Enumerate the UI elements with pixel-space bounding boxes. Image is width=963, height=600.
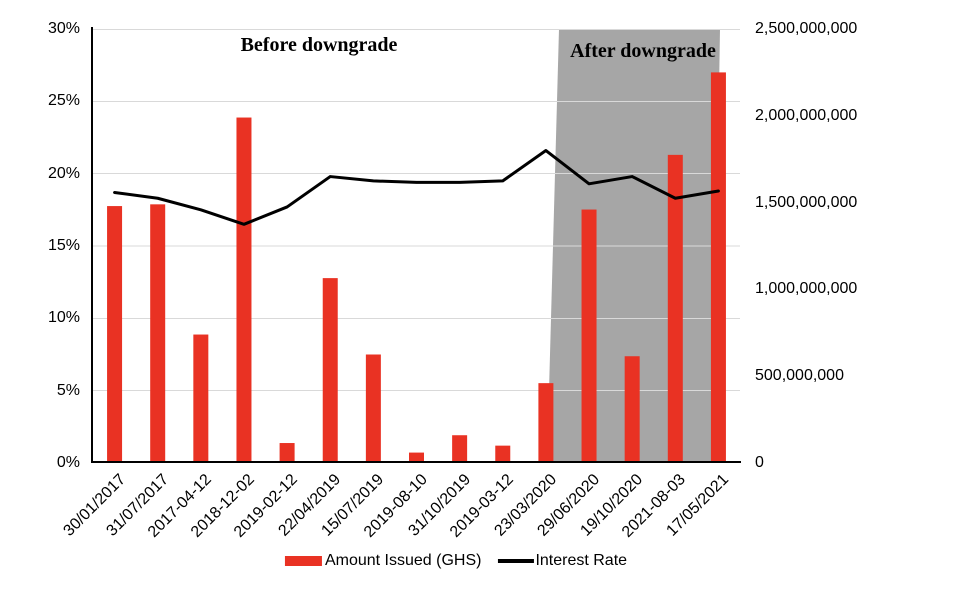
right-axis-tick-label: 2,000,000,000 [755,106,858,124]
legend-label-amount-issued: Amount Issued (GHS) [324,552,482,569]
bar-amount-issued [322,278,338,463]
bar-amount-issued [279,443,295,463]
bar-amount-issued [581,209,597,463]
bar-amount-issued [538,383,554,463]
legend: Amount Issued (GHS) Interest Rate [284,551,628,571]
left-axis-tick-label: 30% [47,20,80,37]
bar-amount-issued [495,445,511,463]
legend-line-swatch-icon [497,559,534,563]
right-axis-tick-label: 1,500,000,000 [755,193,858,211]
right-axis-tick-label: 500,000,000 [755,367,844,385]
left-axis-tick-label: 0% [56,454,80,471]
bar-amount-issued [193,334,209,463]
bar-amount-issued [624,356,640,463]
legend-bar-swatch-icon [284,556,322,566]
right-axis-tick-label: 2,500,000,000 [755,20,858,37]
bar-amount-issued [667,154,683,463]
plot-area [93,29,740,463]
line-interest-rate [113,149,720,226]
left-axis-tick-label: 5% [56,381,80,399]
right-axis-tick-label: 1,000,000,000 [755,280,858,298]
bar-amount-issued [710,72,726,463]
bar-amount-issued [452,435,468,463]
bar-amount-issued [107,206,123,463]
left-axis-tick-label: 25% [47,92,80,110]
annotation-after-downgrade: After downgrade [570,40,716,62]
bar-amount-issued [365,354,381,463]
bar-amount-issued [236,117,252,463]
x-axis-line [91,461,741,463]
left-axis-tick-label: 20% [47,164,80,182]
left-axis-tick-label: 10% [47,309,80,327]
left-axis-tick-label: 15% [47,237,80,254]
legend-label-interest-rate: Interest Rate [535,552,628,569]
annotation-before-downgrade: Before downgrade [240,34,398,56]
y-axis-line [91,27,93,463]
bar-amount-issued [409,452,424,463]
right-axis-tick-label: 0 [755,454,764,471]
bar-amount-issued [150,204,166,463]
